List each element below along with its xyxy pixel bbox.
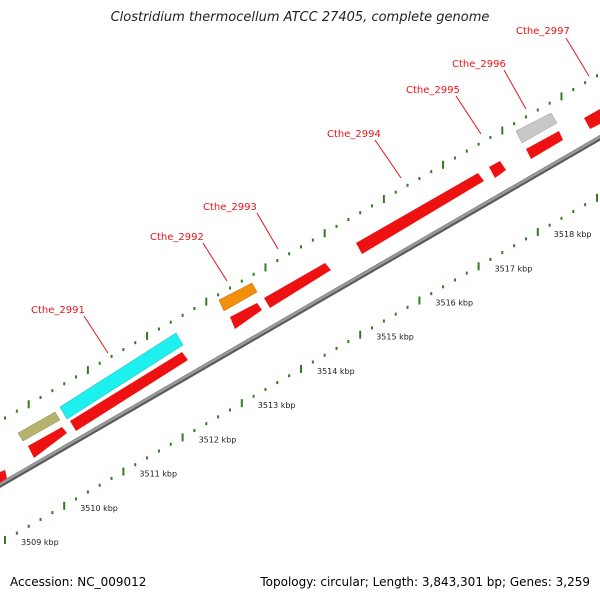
tick-label: 3518 kbp: [554, 230, 592, 239]
tick-label: 3515 kbp: [376, 333, 414, 342]
forward-features: [17, 109, 600, 442]
feature-orange[interactable]: [218, 282, 258, 312]
gene-label-cthe-2993[interactable]: Cthe_2993: [203, 202, 257, 213]
feature-khaki[interactable]: [17, 411, 61, 442]
gene-label-cthe-2994[interactable]: Cthe_2994: [327, 129, 381, 140]
cds-arrow[interactable]: [230, 303, 262, 329]
label-leaders: [83, 37, 590, 354]
map-title: Clostridium thermocellum ATCC 27405, com…: [110, 10, 490, 25]
accession-text: Accession: NC_009012: [10, 575, 147, 589]
tick-label: 3511 kbp: [139, 470, 177, 479]
feature-red-edge[interactable]: [584, 109, 600, 129]
cds-arrow[interactable]: [70, 352, 188, 431]
cds-arrow[interactable]: [264, 263, 331, 308]
tick-labels: 3509 kbp 3510 kbp 3511 kbp 3512 kbp 3513 kbp…: [21, 230, 592, 547]
gene-label-cthe-2991[interactable]: Cthe_2991: [31, 305, 85, 316]
cds-arrow[interactable]: [28, 427, 67, 458]
tick-label: 3513 kbp: [258, 401, 296, 410]
tick-label: 3517 kbp: [495, 264, 533, 273]
outer-tick-track: [4, 74, 598, 420]
tick-label: 3516 kbp: [435, 298, 473, 307]
genome-backbone: [0, 135, 600, 486]
gene-labels: Cthe_2991 Cthe_2992 Cthe_2993 Cthe_2994 …: [31, 26, 570, 316]
tick-label: 3512 kbp: [199, 435, 237, 444]
cds-features: [0, 131, 563, 483]
gene-label-cthe-2992[interactable]: Cthe_2992: [150, 232, 204, 243]
cds-arrow[interactable]: [356, 173, 484, 254]
cds-arrow[interactable]: [526, 131, 563, 159]
genome-summary-text: Topology: circular; Length: 3,843,301 bp…: [260, 575, 590, 589]
inner-tick-track: [4, 193, 598, 544]
tick-label: 3509 kbp: [21, 538, 59, 547]
gene-label-cthe-2997[interactable]: Cthe_2997: [516, 26, 570, 37]
cds-arrow[interactable]: [489, 161, 506, 178]
gene-label-cthe-2995[interactable]: Cthe_2995: [406, 85, 460, 96]
tick-label: 3514 kbp: [317, 367, 355, 376]
feature-cyan[interactable]: [59, 332, 184, 420]
gene-label-cthe-2996[interactable]: Cthe_2996: [452, 59, 506, 70]
feature-gray[interactable]: [515, 112, 558, 144]
cds-arrow[interactable]: [0, 470, 7, 483]
tick-label: 3510 kbp: [80, 504, 118, 513]
